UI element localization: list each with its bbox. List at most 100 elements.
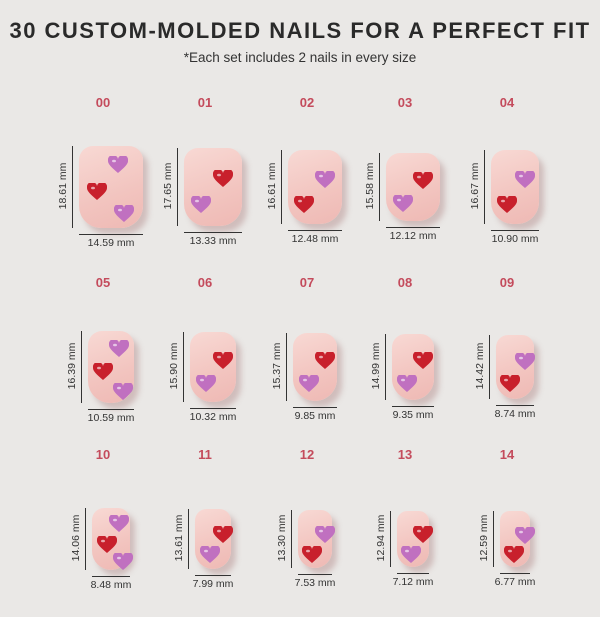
height-label: 14.99 mm (370, 342, 383, 390)
width-label: 10.32 mm (189, 410, 237, 423)
height-arrow (291, 509, 293, 569)
nail-image (495, 335, 536, 399)
height-label: 12.94 mm (375, 514, 388, 562)
nail-image (298, 509, 336, 569)
nail-size-08: 08 14.99 mm 9.35 mm (350, 275, 460, 445)
pink-heart-gem (190, 195, 211, 214)
height-label: 16.61 mm (265, 162, 278, 210)
height-label: 12.59 mm (478, 514, 491, 562)
height-label: 15.58 mm (364, 162, 377, 210)
nail-size-11: 11 13.61 mm 7.99 mm (150, 447, 260, 617)
pink-heart-gem (113, 381, 134, 401)
height-arrow (493, 511, 495, 567)
width-label: 7.12 mm (392, 576, 434, 589)
height-arrow (188, 509, 190, 569)
size-number: 00 (95, 95, 111, 110)
width-arrow (183, 231, 243, 233)
nail-image (392, 334, 434, 400)
nail-image (500, 511, 536, 567)
width-label: 7.53 mm (294, 577, 336, 590)
height-label: 13.30 mm (276, 514, 289, 562)
height-arrow (176, 148, 178, 226)
nail-image (386, 152, 440, 222)
height-label: 18.61 mm (56, 162, 69, 210)
nail-image (183, 148, 243, 226)
pink-heart-gem (195, 374, 216, 393)
nail-image (78, 146, 144, 228)
subtitle: *Each set includes 2 nails in every size (183, 50, 417, 65)
size-number: 05 (95, 275, 111, 290)
height-label: 13.61 mm (173, 514, 186, 562)
pink-heart-gem (314, 525, 336, 544)
red-heart-gem (412, 170, 434, 190)
red-heart-gem (212, 350, 234, 370)
red-heart-gem (302, 544, 323, 564)
pink-heart-gem (112, 551, 133, 571)
width-label: 9.85 mm (294, 409, 336, 422)
height-arrow (85, 508, 87, 570)
width-arrow (392, 405, 434, 407)
nail-image (287, 150, 343, 224)
width-label: 12.12 mm (389, 230, 437, 243)
size-number: 09 (499, 275, 515, 290)
width-arrow (195, 574, 231, 576)
size-number: 13 (397, 447, 413, 462)
red-heart-gem (500, 373, 521, 393)
red-heart-gem (503, 544, 524, 564)
height-label: 16.39 mm (65, 342, 78, 390)
nail-size-02: 02 16.61 mm 12.48 mm (252, 95, 362, 265)
nail-size-09: 09 14.42 mm 8.74 mm (452, 275, 562, 445)
pink-heart-gem (397, 373, 418, 393)
pink-heart-gem (108, 338, 129, 358)
nail-size-12: 12 13.30 mm 7.53 mm (252, 447, 362, 617)
width-arrow (298, 574, 332, 576)
width-label: 13.33 mm (189, 234, 237, 247)
nail-size-10: 10 14.06 mm 8.48 mm (48, 447, 158, 617)
nail-size-00: 00 18.61 mm 14.59 mm (48, 95, 158, 265)
width-arrow (287, 229, 343, 231)
width-label: 8.48 mm (90, 578, 132, 591)
width-arrow (293, 406, 337, 408)
red-heart-gem (212, 524, 234, 544)
width-label: 9.35 mm (392, 408, 434, 421)
width-label: 7.99 mm (192, 577, 234, 590)
height-label: 17.65 mm (161, 162, 174, 210)
size-number: 12 (299, 447, 315, 462)
width-arrow (386, 227, 440, 229)
height-label: 16.67 mm (469, 162, 482, 210)
pink-heart-gem (392, 194, 413, 213)
height-label: 14.42 mm (473, 342, 486, 390)
height-label: 15.37 mm (271, 342, 284, 390)
width-arrow (92, 575, 130, 577)
height-arrow (280, 150, 282, 224)
nail-image (87, 330, 135, 404)
width-label: 6.77 mm (494, 575, 536, 588)
red-heart-gem (314, 350, 336, 370)
size-number: 14 (499, 447, 515, 462)
nail-size-01: 01 17.65 mm 13.33 mm (150, 95, 260, 265)
red-heart-gem (294, 194, 315, 214)
size-number: 06 (197, 275, 213, 290)
size-number: 11 (198, 447, 212, 462)
size-number: 08 (397, 275, 413, 290)
width-label: 12.48 mm (291, 232, 339, 245)
red-heart-gem (412, 525, 434, 544)
width-label: 14.59 mm (87, 236, 135, 249)
size-number: 02 (299, 95, 315, 110)
nail-image (92, 508, 133, 570)
height-arrow (286, 333, 288, 401)
size-number: 03 (397, 95, 413, 110)
red-heart-gem (86, 181, 107, 201)
nail-image (293, 333, 337, 401)
page-title: 30 CUSTOM-MOLDED NAILS FOR A PERFECT FIT (9, 18, 591, 43)
height-label: 15.90 mm (168, 342, 181, 390)
nail-size-06: 06 15.90 mm 10.32 mm (150, 275, 260, 445)
pink-heart-gem (114, 203, 135, 223)
pink-heart-gem (298, 373, 319, 393)
height-arrow (488, 335, 490, 399)
red-heart-gem (496, 194, 517, 214)
red-heart-gem (412, 351, 434, 370)
width-label: 10.90 mm (491, 232, 539, 245)
size-number: 07 (299, 275, 315, 290)
size-number: 04 (499, 95, 515, 110)
